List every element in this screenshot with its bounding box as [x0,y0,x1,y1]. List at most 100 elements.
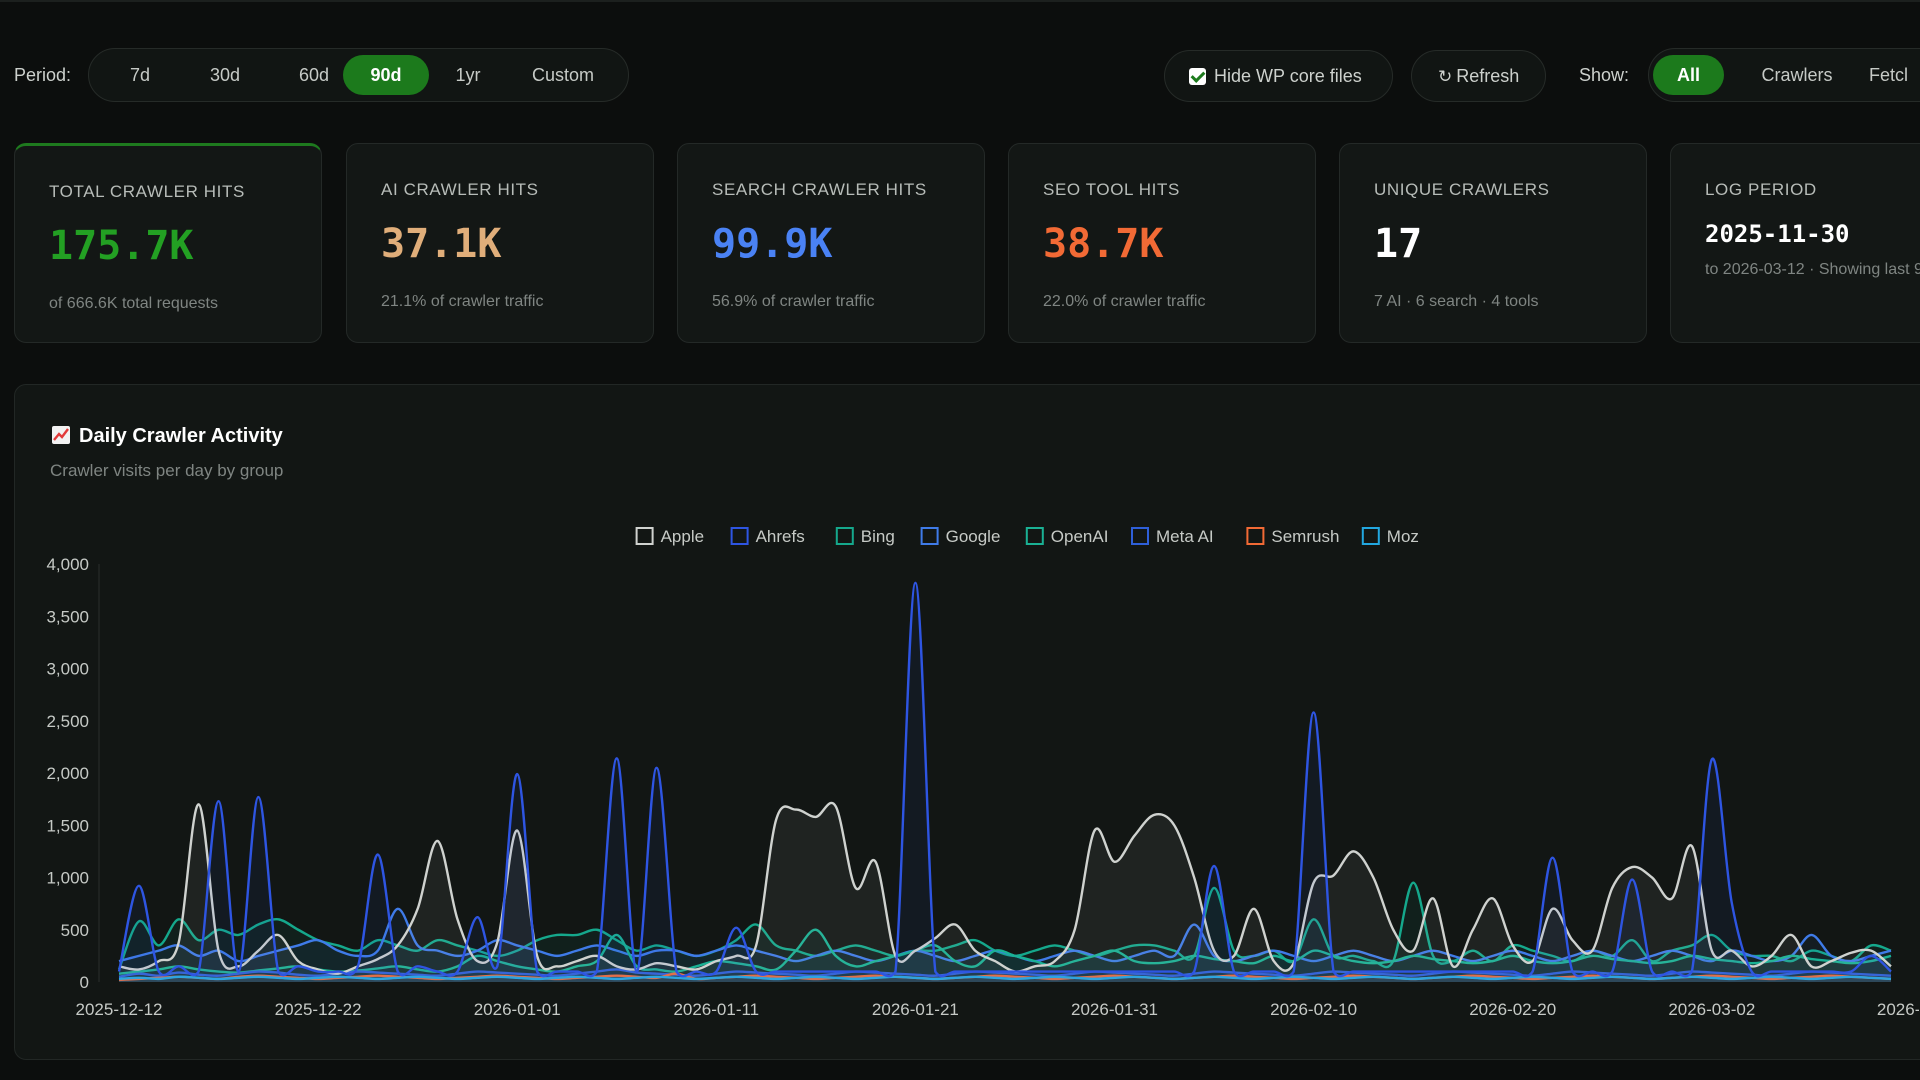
card-subtext: 21.1% of crawler traffic [381,293,544,310]
x-tick-label: 2026-03- [1877,1000,1919,1019]
series-openai [118,928,1892,982]
stat-card-seo-tool-hits: SEO TOOL HITS 38.7K 22.0% of crawler tra… [1008,143,1316,343]
card-value: 2025-11-30 [1705,220,1850,248]
chart-trend-icon [52,426,70,444]
legend-label-bing: Bing [861,527,895,546]
series-apple [118,801,1892,982]
legend-label-openai: OpenAI [1051,527,1109,546]
y-tick-label: 1,000 [46,869,89,888]
series-area-openai [119,929,1891,982]
card-value: 175.7K [49,223,194,269]
y-tick-label: 2,000 [46,764,89,783]
show-all-button[interactable]: All [1653,55,1724,95]
card-subtext: of 666.6K total requests [49,295,218,312]
card-subtext: 56.9% of crawler traffic [712,293,875,310]
legend-item-apple[interactable]: Apple [635,527,704,546]
stat-card-unique-crawlers: UNIQUE CRAWLERS 17 7 AI · 6 search · 4 t… [1339,143,1647,343]
show-fetchers-button[interactable]: Fetcl [1869,65,1909,85]
show-label: Show: [1579,65,1630,85]
x-tick-label: 2026-03-02 [1668,1000,1755,1019]
period-60d-button[interactable]: 60d [298,65,330,85]
series-area-google [119,908,1891,982]
card-label: SEARCH CRAWLER HITS [712,180,927,199]
card-value: 17 [1374,221,1423,267]
series-line-moz [118,975,1892,981]
card-label: UNIQUE CRAWLERS [1374,180,1550,199]
period-1yr-button[interactable]: 1yr [455,65,481,85]
panel-title-text: Daily Crawler Activity [79,425,283,447]
refresh-icon: ↻ [1438,67,1453,86]
stat-card-log-period: LOG PERIOD 2025-11-30 to 2026-03-12 · Sh… [1670,143,1920,343]
period-7d-button[interactable]: 7d [129,65,151,85]
card-label: TOTAL CRAWLER HITS [49,182,245,201]
y-tick-label: 0 [80,973,89,992]
y-tick-label: 4,000 [46,555,89,574]
legend-item-ahrefs[interactable]: Ahrefs [730,527,805,546]
hide-wp-core-toggle[interactable]: Hide WP core files [1164,50,1393,102]
x-tick-label: 2026-01-11 [673,1000,759,1019]
card-label: AI CRAWLER HITS [381,180,539,199]
legend-item-openai[interactable]: OpenAI [1025,527,1109,546]
card-value: 37.1K [381,221,502,267]
y-tick-label: 1,500 [46,816,89,835]
toolbar: Period: 7d 30d 60d 90d 1yr Custom Hide W… [0,48,1920,102]
legend-item-semrush[interactable]: Semrush [1246,527,1339,546]
daily-crawler-activity-panel: Daily Crawler Activity Crawler visits pe… [14,384,1920,1060]
y-tick-label: 3,000 [46,660,89,679]
series-line-ahrefs [117,581,1892,978]
x-tick-label: 2026-02-10 [1270,1000,1357,1019]
x-tick-label: 2025-12-12 [76,1000,163,1019]
stat-card-ai-crawler-hits: AI CRAWLER HITS 37.1K 21.1% of crawler t… [346,143,654,343]
legend-swatch-google [920,527,939,545]
card-subtext: 22.0% of crawler traffic [1043,293,1206,310]
x-tick-label: 2026-02-20 [1469,1000,1556,1019]
period-90d-button[interactable]: 90d [343,55,429,95]
legend-item-bing[interactable]: Bing [835,527,895,546]
series-line-apple [118,801,1892,975]
legend-item-google[interactable]: Google [920,527,1001,546]
legend-swatch-apple [635,527,654,545]
y-tick-label: 2,500 [46,712,89,731]
chart-series [117,581,1892,982]
series-moz [118,975,1892,982]
show-selector: All Crawlers Fetcl [1648,48,1920,102]
card-subtext: 7 AI · 6 search · 4 tools [1374,293,1539,310]
legend-label-google: Google [946,527,1001,546]
y-axis: 0 500 1,000 1,500 2,000 2,500 3,000 3,500 4,000 [46,555,100,992]
daily-crawler-activity-chart: Apple Ahrefs Bing Google OpenAI Meta AI Semrus… [46,527,1919,1019]
top-divider [0,0,1920,2]
stat-card-total-crawler-hits: TOTAL CRAWLER HITS 175.7K of 666.6K tota… [14,143,322,343]
series-line-openai [118,928,1892,975]
card-value: 38.7K [1043,221,1164,267]
legend-swatch-ahrefs [730,527,749,545]
y-tick-label: 3,500 [46,607,89,626]
legend-swatch-openai [1025,527,1044,545]
card-label: SEO TOOL HITS [1043,180,1180,199]
legend-swatch-moz [1361,527,1380,545]
legend-swatch-meta-ai [1131,527,1149,545]
checkbox-checked-icon[interactable] [1189,68,1206,85]
card-value: 99.9K [712,221,833,267]
period-selector: 7d 30d 60d 90d 1yr Custom [88,48,629,102]
period-30d-button[interactable]: 30d [209,65,241,85]
chart-legend: Apple Ahrefs Bing Google OpenAI Meta AI Semrus… [635,527,1419,546]
period-label: Period: [14,65,72,85]
x-tick-label: 2026-01-31 [1071,1000,1158,1019]
series-area-apple [119,802,1891,982]
card-label: LOG PERIOD [1705,180,1817,199]
x-tick-label: 2025-12-22 [275,1000,362,1019]
panel-subtitle: Crawler visits per day by group [50,461,284,480]
show-crawlers-button[interactable]: Crawlers [1761,65,1833,85]
x-tick-label: 2026-01-21 [872,1000,959,1019]
legend-label-ahrefs: Ahrefs [756,527,805,546]
legend-item-moz[interactable]: Moz [1361,527,1419,546]
x-axis: 2025-12-12 2025-12-22 2026-01-01 2026-01-11… [76,1000,1919,1019]
refresh-button[interactable]: ↻ Refresh [1411,50,1546,102]
period-custom-button[interactable]: Custom [531,65,594,85]
stat-card-search-crawler-hits: SEARCH CRAWLER HITS 99.9K 56.9% of crawl… [677,143,985,343]
legend-item-meta-ai[interactable]: Meta AI [1131,527,1214,546]
legend-swatch-semrush [1246,527,1265,545]
panel-title: Daily Crawler Activity [51,425,283,448]
card-subtext: to 2026-03-12 · Showing last 90 days [1705,261,1920,278]
legend-label-meta-ai: Meta AI [1156,527,1214,546]
